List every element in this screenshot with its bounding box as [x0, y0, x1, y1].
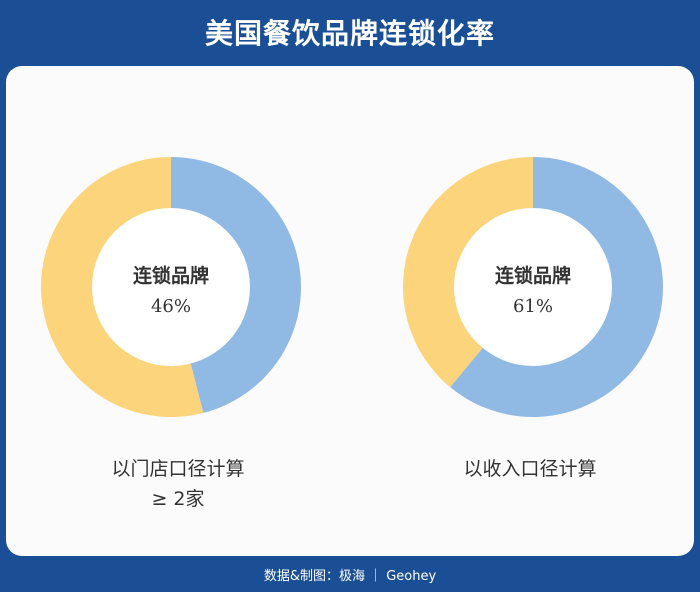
caption-line-1: 以收入口径计算: [463, 458, 597, 480]
center-label: 连锁品牌: [133, 264, 209, 287]
center-label: 连锁品牌: [495, 264, 571, 287]
chart-store-basis: 连锁品牌 46% 以门店口径计算 ≥ 2家: [6, 66, 350, 556]
donut-hole: [454, 208, 612, 366]
chart-caption: 以门店口径计算 ≥ 2家: [6, 454, 350, 514]
caption-line-2: ≥ 2家: [151, 488, 205, 510]
donut-hole: [92, 208, 250, 366]
center-value: 61%: [513, 296, 553, 317]
chart-revenue-basis: 连锁品牌 61% 以收入口径计算: [350, 66, 694, 556]
footer-credit: 数据&制图：极海 ｜ Geohey: [263, 568, 437, 584]
header-bar: 美国餐饮品牌连锁化率: [0, 0, 700, 64]
center-value: 46%: [151, 296, 191, 317]
chart-caption: 以收入口径计算: [358, 454, 700, 484]
caption-line-1: 以门店口径计算: [111, 458, 245, 480]
donut-chart-revenue: 连锁品牌 61%: [402, 157, 663, 417]
page-title: 美国餐饮品牌连锁化率: [204, 17, 495, 50]
donut-chart-store: 连锁品牌 46%: [41, 157, 302, 417]
chart-panel: 连锁品牌 46% 以门店口径计算 ≥ 2家 连锁品牌 61% 以收入口径计算: [6, 66, 694, 556]
